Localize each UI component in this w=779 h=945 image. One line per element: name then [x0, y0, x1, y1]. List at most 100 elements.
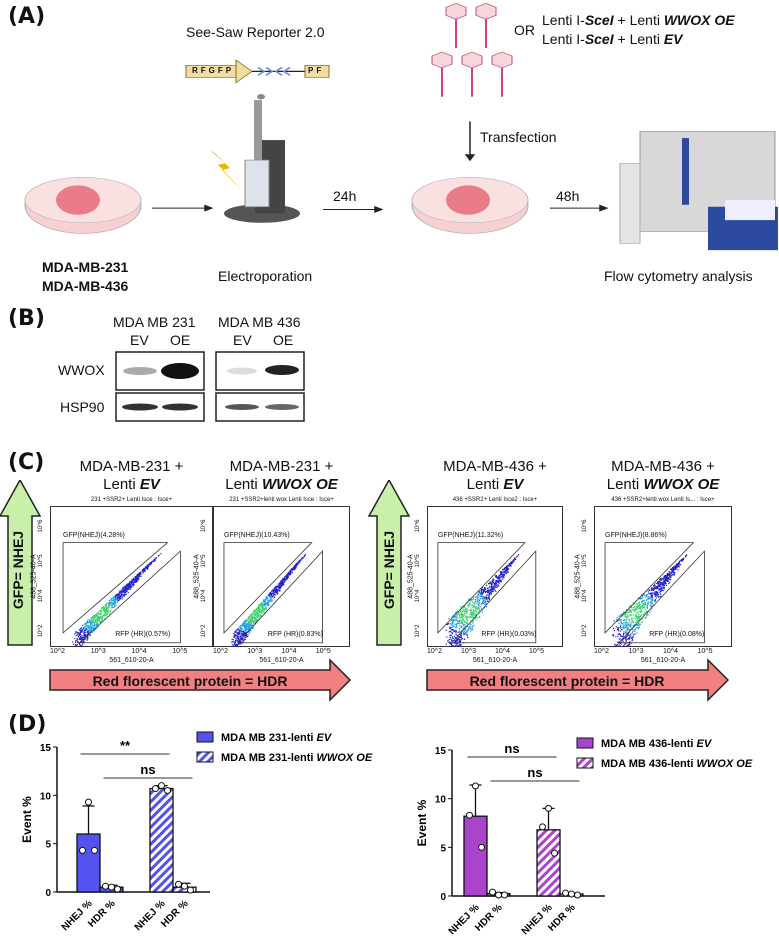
y-tick-label: 5 — [440, 843, 446, 854]
event-dot — [113, 595, 115, 597]
event-dot — [276, 589, 278, 592]
event-dot — [81, 637, 83, 639]
x-tick-label: NHEJ % — [133, 898, 168, 933]
event-dot — [90, 620, 92, 622]
event-dot — [481, 611, 483, 613]
event-dot — [87, 625, 89, 627]
event-dot — [286, 573, 288, 575]
event-dot — [678, 562, 680, 564]
event-dot — [296, 564, 298, 566]
event-dot — [80, 641, 82, 643]
event-dot — [77, 632, 79, 634]
event-dot — [92, 627, 94, 629]
event-dot — [456, 617, 458, 619]
event-dot — [626, 617, 628, 619]
event-dot — [276, 592, 279, 594]
event-dot — [451, 624, 453, 626]
event-dot — [272, 595, 274, 597]
event-dot — [497, 577, 499, 579]
event-dot — [621, 635, 623, 637]
event-dot — [616, 617, 618, 619]
event-dot — [619, 625, 622, 627]
event-dot — [76, 634, 78, 636]
event-dot — [513, 560, 515, 562]
event-dot — [473, 596, 475, 598]
event-dot — [74, 645, 77, 647]
legend-swatch — [576, 757, 594, 769]
event-dot — [624, 612, 627, 615]
x-axis-label: 561_610-20-A — [109, 657, 154, 664]
event-dot — [462, 614, 465, 616]
event-dot — [244, 625, 246, 627]
event-dot — [454, 612, 457, 614]
event-dot — [465, 608, 467, 610]
event-dot — [650, 588, 653, 590]
event-dot — [103, 607, 106, 609]
event-dot — [243, 639, 245, 641]
event-dot — [96, 621, 98, 623]
event-dot — [463, 620, 465, 622]
event-dot — [498, 582, 500, 584]
event-dot — [484, 598, 486, 601]
event-dot — [480, 592, 482, 594]
event-dot — [103, 613, 105, 615]
event-dot — [250, 623, 252, 625]
event-dot — [252, 624, 254, 626]
event-dot — [475, 606, 477, 609]
x-tick: 10^5 — [529, 648, 544, 655]
hdr-arrow — [49, 658, 352, 702]
event-dot — [126, 587, 128, 589]
event-dot — [652, 592, 654, 594]
event-dot — [128, 588, 130, 590]
event-dot — [111, 604, 113, 606]
event-dot — [445, 643, 447, 645]
event-dot — [618, 633, 620, 635]
x-axis-label: 561_610-20-A — [259, 657, 304, 664]
event-dot — [501, 576, 503, 578]
event-dot — [98, 618, 100, 620]
event-dot — [500, 574, 502, 576]
event-dot — [137, 575, 140, 577]
event-dot — [251, 624, 253, 626]
event-dot — [479, 598, 481, 600]
event-dot — [138, 577, 140, 579]
event-dot — [155, 557, 157, 559]
event-dot — [455, 612, 458, 614]
event-dot — [649, 597, 651, 599]
event-dot — [625, 639, 627, 641]
event-dot — [628, 629, 631, 631]
event-dot — [271, 599, 273, 601]
event-dot — [77, 641, 79, 643]
event-dot — [668, 578, 670, 580]
event-dot — [285, 575, 287, 577]
event-dot — [662, 586, 664, 588]
event-dot — [79, 634, 81, 636]
event-dot — [236, 637, 238, 640]
event-dot — [495, 580, 497, 582]
electroporator-icon — [210, 94, 300, 223]
event-dot — [85, 638, 87, 640]
event-dot — [113, 597, 115, 599]
event-dot — [459, 617, 461, 619]
event-dot — [246, 634, 248, 636]
event-dot — [281, 583, 284, 585]
event-dot — [637, 606, 639, 608]
event-dot — [670, 575, 672, 577]
event-dot — [659, 596, 661, 598]
event-dot — [458, 636, 460, 638]
event-dot — [630, 609, 632, 611]
event-dot — [655, 587, 657, 589]
event-dot — [117, 596, 119, 598]
event-dot — [499, 577, 501, 579]
event-dot — [264, 608, 266, 610]
event-dot — [454, 641, 456, 643]
event-dot — [252, 616, 254, 618]
event-dot — [255, 613, 257, 615]
event-dot — [254, 618, 256, 620]
event-dot — [472, 629, 474, 631]
event-dot — [505, 566, 507, 568]
event-dot — [651, 599, 653, 601]
event-dot — [625, 613, 627, 615]
event-dot — [137, 578, 139, 580]
event-dot — [481, 593, 483, 595]
